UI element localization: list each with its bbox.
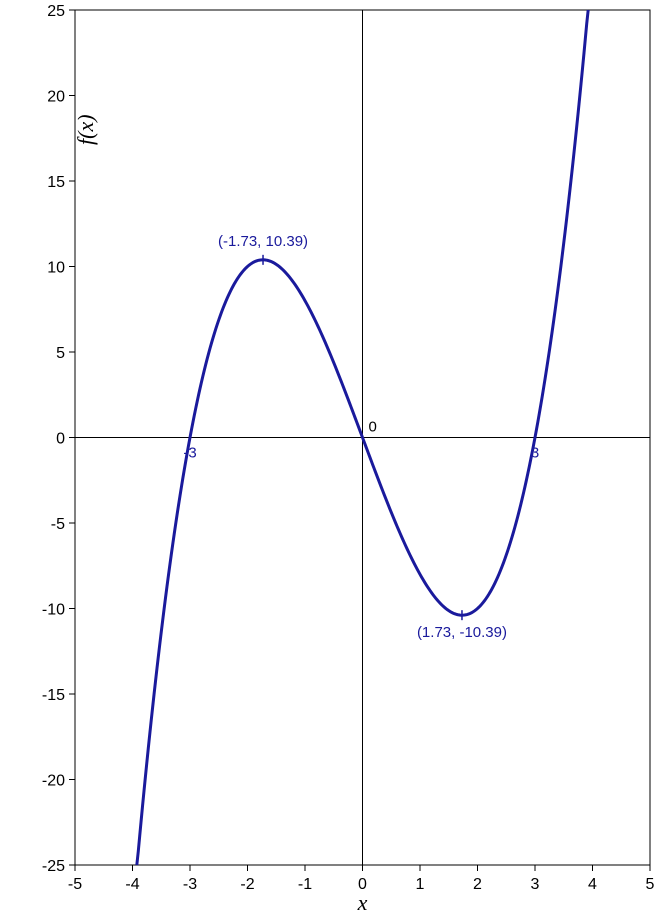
point-annotation: (-1.73, 10.39) [218,233,308,250]
y-axis-label: f(x) [73,114,98,145]
root-label: -3 [183,445,196,462]
svg-text:10: 10 [47,260,65,277]
svg-text:0: 0 [56,431,65,448]
svg-text:3: 3 [531,876,540,893]
svg-text:-25: -25 [42,858,65,875]
svg-text:-5: -5 [51,516,65,533]
svg-text:20: 20 [47,89,65,106]
root-label: 3 [531,445,539,462]
svg-text:4: 4 [588,876,597,893]
svg-text:-20: -20 [42,773,65,790]
point-annotation: (1.73, -10.39) [417,624,507,641]
svg-text:25: 25 [47,3,65,20]
svg-text:2: 2 [473,876,482,893]
svg-text:-5: -5 [68,876,82,893]
svg-text:-1: -1 [298,876,312,893]
x-axis-label: x [357,890,368,915]
svg-text:1: 1 [416,876,425,893]
svg-text:-10: -10 [42,602,65,619]
svg-text:-3: -3 [183,876,197,893]
svg-text:15: 15 [47,174,65,191]
origin-label: 0 [369,419,377,436]
svg-text:5: 5 [646,876,655,893]
svg-text:-2: -2 [240,876,254,893]
svg-text:-15: -15 [42,687,65,704]
chart-container: -5-4-3-2-1012345-25-20-15-10-50510152025… [0,0,660,920]
svg-text:-4: -4 [125,876,139,893]
svg-text:5: 5 [56,345,65,362]
chart-svg: -5-4-3-2-1012345-25-20-15-10-50510152025… [0,0,660,920]
